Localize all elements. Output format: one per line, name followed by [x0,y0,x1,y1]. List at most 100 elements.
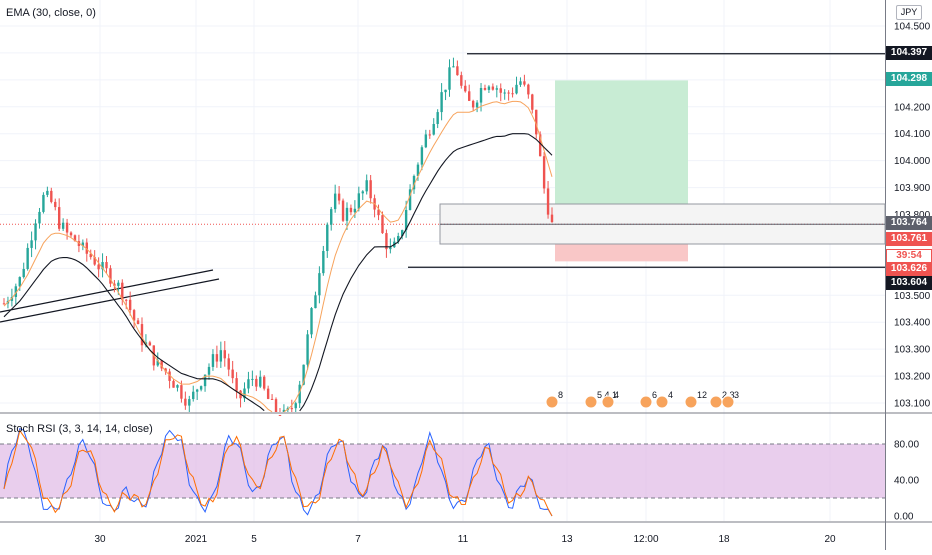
candle-body [337,193,341,201]
candle-body [148,342,152,346]
event-flag-icon [545,395,559,409]
price-label-high: 104.397 [886,46,932,60]
candle-body [180,385,183,399]
candle-body [475,102,479,108]
candle-body [140,324,144,346]
candle-body [164,368,167,372]
axis-corner [887,526,929,546]
candle-body [527,84,530,95]
candle-body [333,193,337,210]
candle-body [259,376,262,387]
candle-body [188,399,191,406]
candle-body [156,360,159,366]
candle-body [404,210,408,231]
candle-body [314,295,317,309]
candle-body [69,232,73,236]
candle-body [211,354,215,367]
candle-body [468,91,471,101]
ema-slow-line [299,133,553,412]
candle-body [231,369,234,379]
candle-body [243,388,246,399]
price-label-entry-line: 103.764 [886,216,932,230]
candle-body [357,193,361,209]
event-label: 6 [652,390,657,400]
candle-body [456,66,459,76]
price-label-stop: 103.626 [886,262,932,276]
candle-body [412,175,416,190]
trendline-lower [0,278,220,323]
candle-body [34,223,37,241]
candle-body [444,89,447,93]
price-tick-label: 103.100 [894,399,931,410]
candle-body [369,180,372,199]
candle-body [125,299,128,301]
candle-body [97,264,100,270]
candle-body [365,180,368,192]
event-flag-icon [655,395,669,409]
candle-body [507,92,510,94]
candle-body [22,268,25,278]
profit-zone [555,80,688,226]
candle-body [389,247,392,250]
candle-body [195,389,199,392]
candle-body [503,92,506,94]
rsi-tick-label: 0.00 [894,512,914,523]
candle-body [251,378,254,380]
candle-body [349,207,353,213]
event-flag-icon [684,395,698,409]
rsi-tick-label: 40.00 [894,476,919,487]
candle-body [128,299,132,311]
candle-body [550,214,554,223]
candle-body [199,386,203,390]
main-legend: EMA (30, close, 0) [6,7,96,19]
candle-body [278,414,282,416]
candle-body [160,360,163,369]
candle-body [117,282,120,286]
candle-body [538,134,542,157]
candle-body [168,371,171,381]
candle-body [487,86,491,90]
price-tick-label: 103.200 [894,372,931,383]
candle-body [42,194,45,212]
candle-body [203,374,207,387]
event-label: 8 [558,390,563,400]
candle-body [176,385,179,388]
candle-body [302,364,305,385]
candle-body [400,230,404,237]
candle-body [184,398,187,406]
candle-body [294,403,297,409]
time-tick-label: 11 [458,534,469,545]
candle-body [511,93,514,95]
candle-body [227,358,230,370]
candle-body [109,268,112,284]
candle-body [479,88,483,103]
candle-body [2,303,6,305]
candle-body [85,242,88,254]
candle-body [495,88,499,90]
candle-body [436,112,439,124]
time-tick-label: 7 [355,534,361,545]
candle-body [14,286,18,297]
event-flag-icon [639,395,653,409]
candle-body [26,247,29,269]
event-label: 4 [668,390,673,400]
candle-body [460,75,463,86]
candle-body [57,207,61,229]
candle-body [290,408,293,410]
event-flag-icon [601,395,615,409]
candle-body [247,379,250,389]
candle-body [192,391,195,400]
time-tick-label: 2021 [185,534,208,545]
candle-body [483,88,487,90]
candle-body [81,242,85,247]
candle-body [121,282,124,300]
candle-body [428,134,431,136]
candle-body [223,350,226,359]
candle-body [270,398,274,400]
price-tick-label: 104.200 [894,102,931,113]
candle-body [491,86,495,90]
price-tick-label: 103.900 [894,183,931,194]
currency-badge[interactable]: JPY [896,5,922,20]
